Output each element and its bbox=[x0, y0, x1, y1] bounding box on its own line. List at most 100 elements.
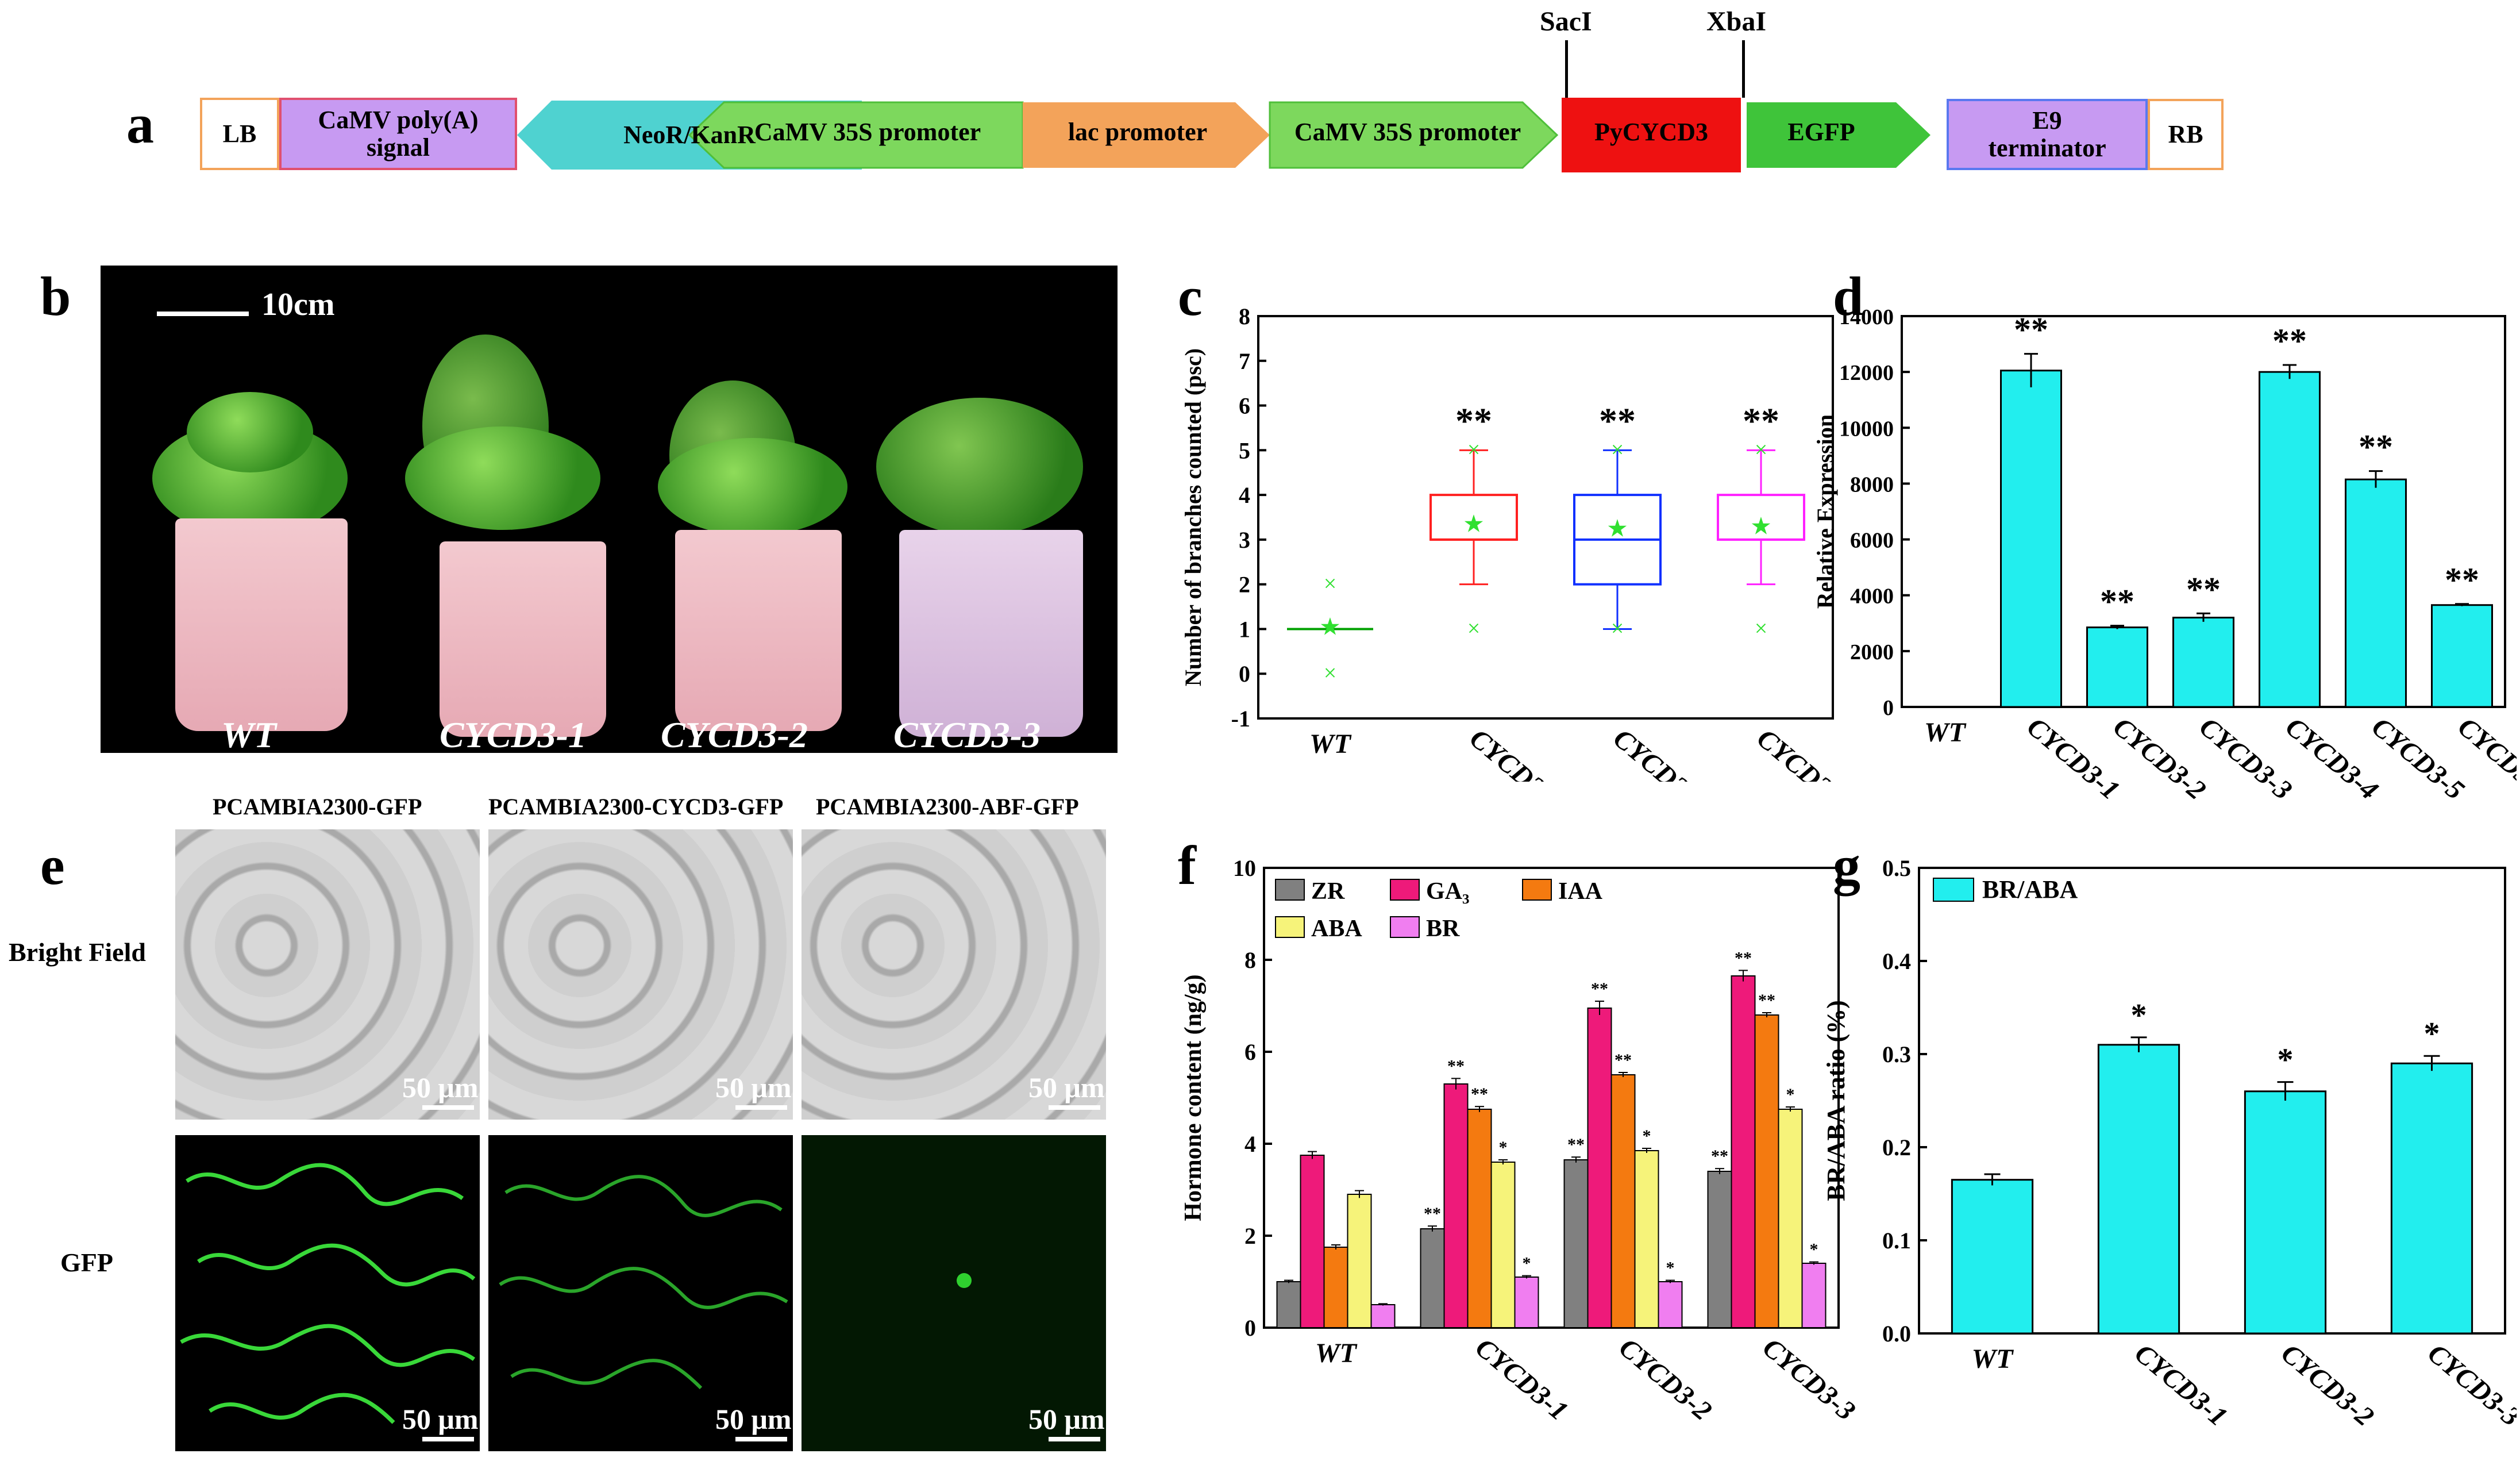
panel-label-f: f bbox=[1178, 835, 1196, 896]
x-tick-label: WT bbox=[1972, 1344, 2014, 1374]
construct-rb: RB bbox=[2148, 99, 2224, 170]
significance-mark: ** bbox=[1424, 1204, 1441, 1223]
significance-mark: ** bbox=[1599, 400, 1636, 441]
x-tick-label: CYCD3-2 bbox=[2275, 1338, 2379, 1432]
box-outlier: × bbox=[1467, 615, 1481, 641]
restriction-site-line-xbai bbox=[1742, 40, 1745, 98]
significance-mark: ** bbox=[1711, 1147, 1728, 1166]
box-outlier: × bbox=[1324, 571, 1337, 597]
bar bbox=[1276, 1281, 1301, 1328]
bar bbox=[2097, 1044, 2180, 1335]
pot-cycd3-2 bbox=[675, 530, 842, 731]
significance-mark: * bbox=[1810, 1240, 1818, 1259]
legend-label: ABA bbox=[1311, 916, 1362, 942]
micro-col-2: PCAMBIA2300-CYCD3-GFP bbox=[488, 794, 784, 820]
y-tick-label: 3 bbox=[1239, 527, 1250, 553]
plot-frame bbox=[1918, 867, 2506, 1335]
y-tick-label: 5 bbox=[1239, 437, 1250, 463]
bar bbox=[1514, 1277, 1539, 1328]
x-tick-label: WT bbox=[1309, 729, 1352, 759]
scalebar-label: 50 μm bbox=[402, 1403, 479, 1435]
egfp-arrow bbox=[1747, 102, 1931, 168]
scalebar-line bbox=[735, 1105, 787, 1110]
construct-lb: LB bbox=[200, 98, 279, 170]
micro-bf-1: 50 μm bbox=[175, 829, 480, 1120]
box-mean: ★ bbox=[1606, 516, 1628, 542]
panel-label-d: d bbox=[1833, 266, 1864, 327]
y-tick-label: 2 bbox=[1239, 572, 1250, 598]
significance-mark: * bbox=[2131, 998, 2147, 1033]
y-tick-label: 0.3 bbox=[1882, 1041, 1911, 1067]
y-tick-label: 4 bbox=[1239, 482, 1250, 508]
scalebar-line bbox=[422, 1105, 474, 1110]
bar bbox=[1801, 1263, 1827, 1328]
x-tick-label: WT bbox=[1924, 717, 1967, 748]
y-tick-label: 0.4 bbox=[1882, 948, 1911, 974]
significance-mark: ** bbox=[1567, 1135, 1585, 1154]
construct-e9-terminator: E9 terminator bbox=[1947, 99, 2148, 170]
scalebar-label: 50 μm bbox=[715, 1403, 792, 1435]
photo-label-cycd3-2: CYCD3-2 bbox=[661, 714, 808, 753]
micro-row-bright: Bright Field bbox=[9, 937, 146, 967]
significance-mark: ** bbox=[1758, 991, 1775, 1010]
x-tick-label: CYCD3-2 bbox=[1608, 723, 1712, 782]
legend-swatch bbox=[1275, 879, 1305, 901]
box-mean: ★ bbox=[1463, 512, 1485, 538]
panel-label-b: b bbox=[40, 266, 71, 327]
plot-frame bbox=[1257, 315, 1834, 720]
bar bbox=[1370, 1304, 1396, 1328]
bar bbox=[2431, 604, 2493, 708]
y-axis-label: Number of branches counted (psc) bbox=[1180, 348, 1206, 686]
pot-wt bbox=[175, 518, 348, 731]
construct-neor: NeoR/KanR bbox=[623, 120, 756, 149]
photo-label-cycd3-3: CYCD3-3 bbox=[893, 714, 1041, 753]
bar bbox=[1420, 1228, 1445, 1328]
bar bbox=[1323, 1247, 1348, 1328]
chart-d: 0 2000 4000 6000 8000 10000 12000 14000 Relative… bbox=[1812, 305, 2517, 805]
legend-swatch bbox=[1390, 916, 1420, 938]
box-outlier: × bbox=[1324, 660, 1337, 686]
plot-frame bbox=[1263, 867, 1840, 1329]
scale-bar-line bbox=[157, 312, 249, 316]
panel-label-g: g bbox=[1833, 835, 1860, 896]
y-tick-label: 8 bbox=[1244, 947, 1256, 973]
construct-egfp: EGFP bbox=[1787, 117, 1855, 146]
significance-mark: ** bbox=[1615, 1051, 1632, 1070]
significance-mark: * bbox=[1666, 1259, 1675, 1278]
micro-gfp-3: 50 μm bbox=[802, 1135, 1106, 1451]
y-tick-label: 0.5 bbox=[1882, 855, 1911, 881]
box-mean: ★ bbox=[1319, 614, 1341, 641]
bar bbox=[1563, 1159, 1589, 1328]
y-tick-label: 0 bbox=[1883, 696, 1894, 720]
restriction-site-line-saci bbox=[1565, 40, 1568, 98]
significance-mark: * bbox=[2424, 1016, 2440, 1052]
x-tick-label: CYCD3-1 bbox=[1470, 1332, 1574, 1427]
scalebar-line bbox=[422, 1437, 474, 1441]
y-tick-label: 8000 bbox=[1850, 472, 1894, 497]
box-outlier: × bbox=[1467, 436, 1481, 462]
restriction-site-saci: SacI bbox=[1540, 6, 1592, 37]
y-tick-label: 0.2 bbox=[1882, 1135, 1911, 1160]
significance-mark: * bbox=[1499, 1138, 1508, 1157]
y-tick-label: 10 bbox=[1233, 855, 1256, 881]
legend-label: GA₃ bbox=[1426, 878, 1470, 905]
bar bbox=[1610, 1074, 1636, 1328]
micro-row-gfp: GFP bbox=[60, 1248, 113, 1277]
construct-lac-promoter: lac promoter bbox=[1068, 117, 1208, 146]
panel-label-a: a bbox=[126, 93, 154, 155]
y-tick-label: 4 bbox=[1244, 1131, 1256, 1157]
plant-foliage bbox=[405, 426, 600, 530]
gfp-nucleus-spot bbox=[957, 1273, 972, 1288]
bar bbox=[2345, 478, 2407, 708]
chart-c: -1 0 1 2 3 4 5 6 7 8 Number of branches counted (p… bbox=[1180, 303, 1855, 782]
y-tick-label: 4000 bbox=[1850, 585, 1894, 609]
bar bbox=[1490, 1162, 1516, 1328]
gfp-cell-outlines bbox=[499, 1175, 788, 1390]
y-tick-label: 12000 bbox=[1839, 361, 1894, 385]
significance-mark: ** bbox=[2186, 570, 2221, 608]
x-tick-label: CYCD3-3 bbox=[2422, 1338, 2517, 1432]
y-tick-label: 0 bbox=[1244, 1315, 1256, 1341]
significance-mark: ** bbox=[2014, 311, 2048, 349]
significance-mark: ** bbox=[1743, 400, 1779, 441]
